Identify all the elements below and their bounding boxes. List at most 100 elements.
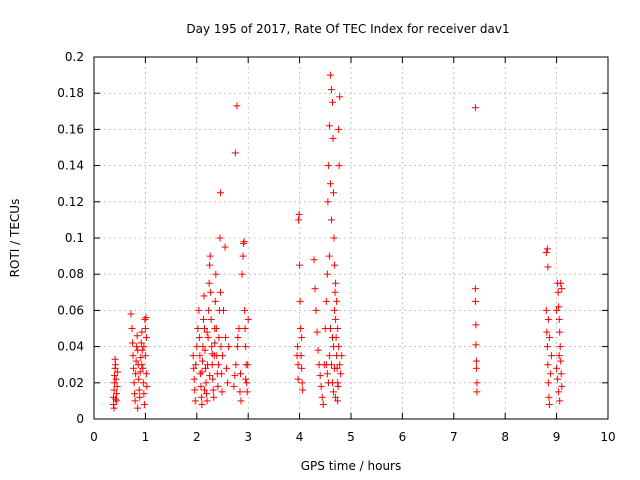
data-point: [202, 364, 210, 372]
data-point: [242, 343, 250, 351]
data-point: [129, 339, 137, 347]
x-tick-label: 2: [193, 430, 201, 444]
x-tick-label: 9: [553, 430, 561, 444]
data-point: [231, 149, 239, 157]
data-point: [129, 352, 137, 360]
data-point: [473, 379, 481, 387]
data-point: [329, 134, 337, 142]
data-point: [199, 343, 207, 351]
data-point: [135, 386, 143, 394]
data-point: [298, 364, 306, 372]
data-point: [201, 346, 209, 354]
data-point: [216, 288, 224, 296]
data-point: [206, 252, 214, 260]
data-point: [310, 256, 318, 264]
data-point: [328, 334, 336, 342]
data-point: [295, 216, 303, 224]
data-point: [218, 388, 226, 396]
data-point: [114, 368, 122, 376]
data-point: [554, 288, 562, 296]
data-point: [110, 386, 118, 394]
data-point: [335, 162, 343, 170]
data-point: [319, 401, 327, 409]
data-point: [195, 306, 203, 314]
data-point: [207, 288, 215, 296]
data-point: [241, 325, 249, 332]
data-point: [545, 393, 553, 401]
data-point: [140, 343, 148, 351]
data-point: [544, 379, 552, 387]
data-point: [209, 386, 217, 394]
data-point: [110, 404, 118, 412]
axis-ticks: [93, 56, 609, 420]
data-point: [239, 252, 247, 260]
data-point: [545, 401, 553, 409]
data-point: [139, 379, 147, 387]
data-point: [112, 375, 120, 383]
data-point: [138, 361, 146, 369]
data-point: [212, 270, 220, 278]
y-tick-label: 0.12: [57, 195, 84, 209]
data-point: [337, 370, 345, 378]
data-point: [543, 343, 551, 351]
data-point: [219, 352, 226, 360]
data-point: [334, 325, 342, 332]
data-point: [472, 341, 480, 349]
data-point: [206, 261, 214, 269]
data-point: [317, 382, 325, 390]
data-point: [202, 379, 210, 387]
data-point: [190, 375, 198, 383]
data-point: [222, 334, 230, 342]
data-point: [331, 288, 339, 296]
data-point: [553, 306, 561, 314]
data-point: [139, 364, 147, 372]
data-point: [553, 364, 561, 372]
data-point: [127, 310, 135, 318]
data-point: [137, 353, 145, 361]
data-point: [194, 325, 202, 332]
data-point: [198, 401, 206, 409]
data-point: [221, 243, 229, 251]
data-point: [217, 370, 225, 378]
data-point: [335, 125, 343, 133]
data-point: [130, 379, 138, 387]
data-point: [233, 343, 241, 351]
data-point: [110, 401, 118, 409]
data-point: [311, 285, 319, 293]
data-point: [294, 375, 302, 383]
data-point: [241, 306, 249, 314]
data-point: [140, 390, 148, 398]
data-point: [133, 332, 141, 340]
data-point: [132, 357, 140, 365]
data-point: [327, 216, 335, 224]
data-point: [211, 339, 219, 347]
x-tick-label: 7: [450, 430, 458, 444]
data-point: [331, 306, 339, 314]
data-point: [189, 352, 197, 360]
data-point: [192, 361, 200, 369]
data-point: [331, 261, 339, 269]
data-point: [131, 397, 139, 405]
data-point: [558, 285, 566, 293]
data-point: [326, 325, 334, 332]
x-tick-label: 8: [501, 430, 509, 444]
data-point: [136, 368, 144, 376]
data-point: [243, 388, 251, 396]
x-tick-labels: 0 1 2 3 4 5 6 7 8 9 10: [90, 430, 615, 444]
data-point: [200, 292, 208, 300]
data-point: [210, 393, 218, 401]
data-point: [472, 364, 480, 372]
data-point: [544, 263, 552, 271]
data-point: [191, 397, 199, 405]
y-axis-label: ROTI / TECUs: [8, 199, 22, 278]
data-point: [134, 404, 142, 412]
data-point: [236, 370, 244, 378]
data-point: [132, 370, 140, 378]
data-point: [296, 297, 304, 305]
data-point: [237, 397, 245, 405]
data-point: [544, 315, 552, 323]
data-point: [113, 397, 121, 405]
chart-title: Day 195 of 2017, Rate Of TEC Index for r…: [186, 22, 509, 36]
data-point: [299, 386, 307, 394]
data-point: [555, 303, 563, 311]
